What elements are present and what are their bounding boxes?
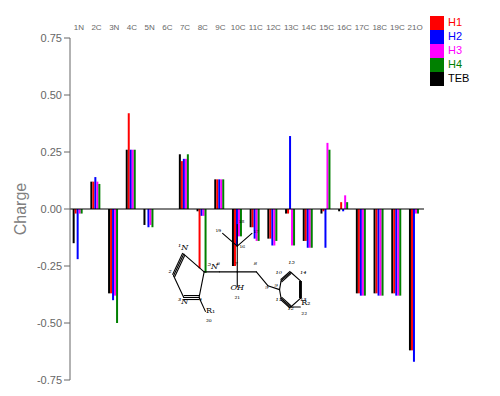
svg-text:₂₂: ₂₂ <box>301 309 307 317</box>
svg-text:₂₁: ₂₁ <box>234 293 240 301</box>
svg-text:-0.50: -0.50 <box>37 317 62 329</box>
html-text:H4: H4 <box>448 58 463 71</box>
svg-text:¹¹: ¹¹ <box>276 297 282 306</box>
svg-text:R₁: R₁ <box>206 306 215 315</box>
svg-text:5N: 5N <box>145 23 155 32</box>
svg-text:₂₀: ₂₀ <box>206 316 212 324</box>
svg-text:17C: 17C <box>355 23 370 32</box>
svg-text:₁₆: ₁₆ <box>240 242 246 250</box>
svg-text:¹⁴: ¹⁴ <box>300 270 306 279</box>
svg-text:-0.25: -0.25 <box>37 260 62 272</box>
svg-text:⁸: ⁸ <box>254 261 258 270</box>
svg-text:₁₉: ₁₉ <box>215 226 221 234</box>
svg-text:¹³: ¹³ <box>300 297 306 306</box>
svg-text:R₂: R₂ <box>301 298 310 307</box>
svg-text:0.50: 0.50 <box>41 89 62 101</box>
svg-text:⁴: ⁴ <box>199 297 202 306</box>
svg-text:16C: 16C <box>337 23 352 32</box>
svg-text:19C: 19C <box>390 23 405 32</box>
html-text:H3: H3 <box>448 44 463 57</box>
svg-text:12C: 12C <box>266 23 281 32</box>
svg-text:1N: 1N <box>74 23 84 32</box>
svg-text:⁵N: ⁵N <box>208 262 219 271</box>
svg-text:7C: 7C <box>180 23 190 32</box>
svg-text:0.00: 0.00 <box>41 203 62 215</box>
html-text:TEB: TEB <box>448 72 470 85</box>
svg-text:¹⁵: ¹⁵ <box>288 260 295 269</box>
svg-text:⁹: ⁹ <box>274 283 278 292</box>
svg-text:⁹: ⁹ <box>265 285 269 294</box>
svg-text:21O: 21O <box>408 23 423 32</box>
svg-text:18C: 18C <box>372 23 387 32</box>
svg-text:OH: OH <box>230 283 245 292</box>
svg-text:-0.75: -0.75 <box>37 374 62 386</box>
svg-text:⁶: ⁶ <box>216 261 221 270</box>
svg-text:₁₈: ₁₈ <box>239 217 245 225</box>
svg-text:0.75: 0.75 <box>41 32 62 44</box>
svg-text:8C: 8C <box>198 23 208 32</box>
svg-text:11C: 11C <box>249 23 263 32</box>
svg-text:Charge: Charge <box>12 183 29 236</box>
svg-text:15C: 15C <box>319 23 334 32</box>
svg-text:13C: 13C <box>284 23 299 32</box>
svg-text:₁₇: ₁₇ <box>253 227 259 235</box>
svg-text:4C: 4C <box>127 23 137 32</box>
svg-text:9C: 9C <box>215 23 225 32</box>
svg-text:3N: 3N <box>109 23 119 32</box>
svg-text:¹²: ¹² <box>288 306 294 315</box>
svg-text:0.25: 0.25 <box>41 146 62 158</box>
svg-text:14C: 14C <box>302 23 317 32</box>
svg-text:²: ² <box>168 269 171 278</box>
svg-text:⁷: ⁷ <box>235 261 239 270</box>
svg-text:6C: 6C <box>162 23 172 32</box>
svg-text:¹⁰: ¹⁰ <box>276 270 283 279</box>
svg-text:2C: 2C <box>91 23 101 32</box>
html-text:H1: H1 <box>448 16 463 28</box>
svg-text:¹N: ¹N <box>178 243 189 252</box>
svg-text:10C: 10C <box>231 23 246 32</box>
svg-text:³N: ³N <box>178 297 189 306</box>
html-text:H2: H2 <box>448 30 463 43</box>
